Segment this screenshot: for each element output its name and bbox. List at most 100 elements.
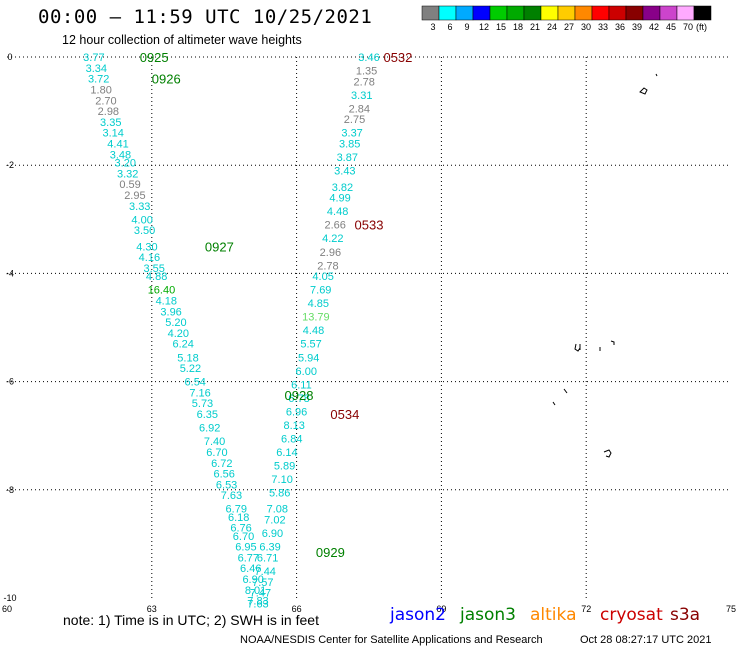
swh-value-label: 3.96 <box>160 306 181 318</box>
swh-value-label: 2.95 <box>124 190 145 202</box>
colorbar-label: 12 <box>479 22 489 32</box>
pass-time-label: 0534 <box>330 407 359 422</box>
swh-value-label: 2.70 <box>95 95 116 107</box>
swh-value-label: 7.83 <box>247 596 268 608</box>
swh-value-label: 3.32 <box>117 168 138 180</box>
island-outline <box>603 449 612 458</box>
y-tick-label: -4 <box>6 268 14 278</box>
swh-value-label: 2.78 <box>317 260 338 272</box>
mission-legend-item: altika <box>530 605 577 625</box>
swh-value-label: 5.94 <box>298 352 319 364</box>
swh-value-label: 3.87 <box>337 152 358 164</box>
x-tick-label: 60 <box>2 604 12 614</box>
swh-value-label: 6.70 <box>233 531 254 543</box>
pass-time-label: 0533 <box>355 218 384 233</box>
swh-value-label: 6.46 <box>240 563 261 575</box>
swh-value-label: 2.98 <box>98 106 119 118</box>
swh-value-label: 6.95 <box>235 542 256 554</box>
swh-value-label: 6.90 <box>242 574 263 586</box>
swh-value-label: 3.33 <box>129 201 150 213</box>
colorbar-swatch <box>472 5 491 21</box>
swh-value-label: 2.75 <box>344 114 365 126</box>
swh-value-label: 6.54 <box>185 377 206 389</box>
swh-value-label: 6.18 <box>228 512 249 524</box>
swh-value-label: 6.84 <box>281 433 302 445</box>
swh-value-label: 3.82 <box>332 182 353 194</box>
island-outline <box>610 340 615 345</box>
swh-value-label: 3.37 <box>341 128 362 140</box>
colorbar-label: 21 <box>530 22 540 32</box>
colorbar-swatch <box>489 5 508 21</box>
colorbar-swatch <box>625 5 644 21</box>
swh-value-label: 5.18 <box>177 352 198 364</box>
swh-value-label: 7.16 <box>189 387 210 399</box>
mission-legend-item: s3a <box>670 605 701 625</box>
swh-value-label: 1.80 <box>90 84 111 96</box>
swh-value-label: 2.66 <box>325 220 346 232</box>
island-outline <box>552 401 556 406</box>
mission-legend-item: cryosat <box>600 605 663 625</box>
swh-value-label: 2.78 <box>353 76 374 88</box>
timestamp: Oct 28 08:27:17 UTC 2021 <box>580 634 712 646</box>
swh-value-label: 13.79 <box>302 312 330 324</box>
swh-value-label: 8.01 <box>245 585 266 597</box>
swh-value-label: 6.79 <box>226 504 247 516</box>
credit-line: NOAA/NESDIS Center for Satellite Applica… <box>240 634 543 646</box>
swh-value-label: 7.63 <box>247 598 268 610</box>
swh-value-label: 6.24 <box>172 339 193 351</box>
swh-value-label: 3.55 <box>144 263 165 275</box>
swh-value-label: 5.22 <box>180 363 201 375</box>
colorbar-swatch <box>591 5 610 21</box>
pass-time-label: 0925 <box>140 50 169 65</box>
swh-value-label: 4.48 <box>327 206 348 218</box>
swh-value-label: 7.57 <box>252 577 273 589</box>
colorbar-swatch <box>506 5 525 21</box>
swh-value-label: 7.63 <box>221 490 242 502</box>
footer-note: note: 1) Time is in UTC; 2) SWH is in fe… <box>63 612 319 628</box>
swh-value-label: 4.88 <box>146 271 167 283</box>
swh-value-label: 7.47 <box>250 588 271 600</box>
swh-value-label: 2.84 <box>349 103 370 115</box>
swh-value-label: 6.70 <box>206 447 227 459</box>
y-tick-label: 0 <box>7 52 12 62</box>
swh-value-label: 3.50 <box>134 225 155 237</box>
colorbar-label: 3 <box>430 22 435 32</box>
pass-time-label: 0532 <box>383 50 412 65</box>
swh-value-label: 6.11 <box>291 379 312 391</box>
colorbar-label: 39 <box>632 22 642 32</box>
swh-value-label: 3.14 <box>102 128 123 140</box>
swh-value-label: 3.31 <box>351 90 372 102</box>
swh-value-label: 3.43 <box>334 166 355 178</box>
swh-value-label: 4.00 <box>131 214 152 226</box>
swh-value-label: 6.00 <box>296 366 317 378</box>
swh-value-label: 3.34 <box>86 63 107 75</box>
swh-value-label: 7.44 <box>255 566 276 578</box>
swh-value-label: 4.16 <box>139 252 160 264</box>
x-tick-label: 66 <box>292 604 302 614</box>
swh-value-label: 6.71 <box>257 552 278 564</box>
swh-value-label: 3.72 <box>88 74 109 86</box>
colorbar-swatch <box>523 5 542 21</box>
island-outline <box>563 388 568 394</box>
swh-value-label: 6.56 <box>213 469 234 481</box>
colorbar-label: 24 <box>547 22 557 32</box>
colorbar-swatch <box>642 5 661 21</box>
swh-value-label: 6.96 <box>286 406 307 418</box>
colorbar-swatch <box>574 5 593 21</box>
x-tick-label: 72 <box>581 604 591 614</box>
x-tick-label: 69 <box>436 604 446 614</box>
mission-legend-item: jason2 <box>390 605 446 625</box>
y-tick-label: -6 <box>6 377 14 387</box>
pass-time-label: 0926 <box>152 72 181 87</box>
swh-value-label: 4.05 <box>312 271 333 283</box>
colorbar-label: 45 <box>666 22 676 32</box>
colorbar-label: 30 <box>581 22 591 32</box>
colorbar-label: 33 <box>598 22 608 32</box>
mission-legend-item: jason3 <box>460 605 516 625</box>
colorbar-swatch <box>676 5 695 21</box>
swh-value-label: 0.59 <box>119 179 140 191</box>
colorbar-swatch <box>693 5 712 21</box>
swh-value-label: 4.20 <box>168 328 189 340</box>
swh-value-label: 7.02 <box>264 515 285 527</box>
